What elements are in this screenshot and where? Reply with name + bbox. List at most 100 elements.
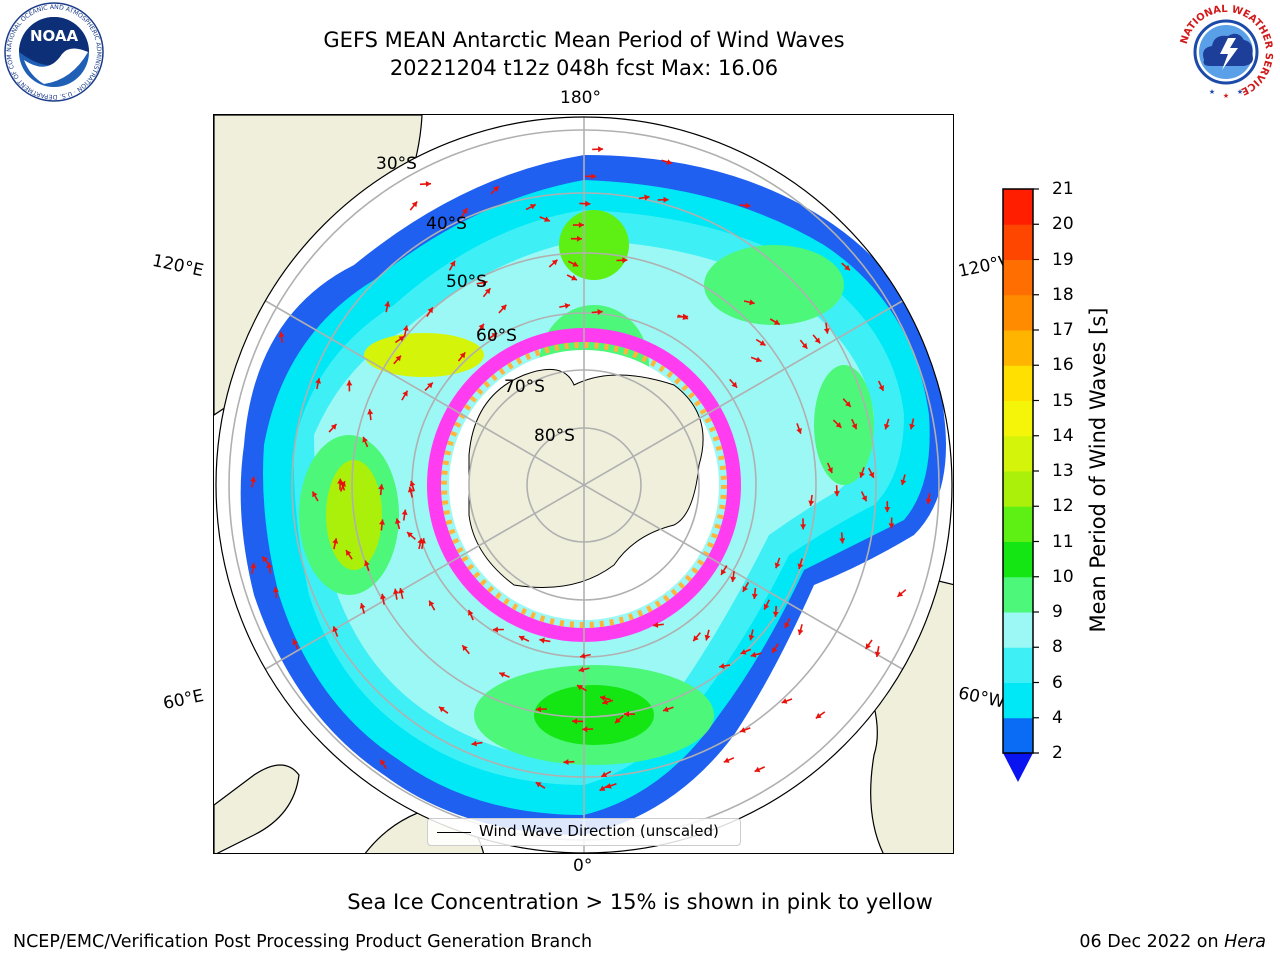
wave-direction-arrow: [600, 770, 612, 778]
colorbar-segment: [1003, 400, 1033, 437]
colorbar-segment: [1003, 612, 1033, 648]
wave-direction-arrow: [476, 323, 485, 334]
nws-logo: NATIONAL WEATHER SERVICE ★ ★ ★: [1177, 3, 1275, 101]
colorbar-segment: [1003, 189, 1033, 225]
wave-direction-arrow: [623, 711, 636, 718]
wave-direction-arrow: [311, 491, 319, 502]
wave-direction-arrow: [379, 519, 385, 531]
colorbar-segment: [1003, 647, 1033, 683]
wave-direction-arrow: [602, 699, 614, 705]
wave-direction-arrow: [278, 331, 285, 343]
svg-text:★: ★: [1223, 92, 1229, 100]
colorbar-tick-label: 8: [1052, 637, 1063, 658]
wave-direction-arrow: [859, 467, 865, 478]
lat-label-50s: 50°S: [446, 272, 487, 292]
wave-direction-arrow: [498, 304, 507, 314]
wave-direction-arrow: [567, 260, 579, 267]
wave-direction-arrow: [750, 356, 762, 363]
wave-direction-arrow: [426, 306, 434, 318]
wave-direction-arrow: [743, 299, 755, 306]
wave-direction-arrow: [614, 715, 624, 724]
colorbar-label: Mean Period of Wind Waves [s]: [1086, 307, 1110, 633]
wave-direction-arrow: [572, 222, 584, 228]
wave-direction-arrow: [867, 467, 875, 479]
wave-direction-arrow: [406, 531, 416, 540]
wave-direction-arrow: [364, 560, 370, 572]
wave-direction-arrow: [467, 609, 474, 621]
wave-direction-arrow: [839, 532, 846, 544]
wave-direction-arrow: [482, 287, 492, 298]
wave-direction-arrow: [751, 587, 758, 600]
wave-direction-arrow: [518, 635, 530, 642]
wave-direction-arrow: [742, 581, 750, 593]
wave-direction-arrow: [771, 643, 779, 654]
svg-text:★: ★: [1237, 88, 1243, 96]
wave-direction-arrow: [576, 684, 587, 692]
colorbar-tick-label: 11: [1052, 531, 1074, 552]
graticule: [228, 117, 940, 853]
wave-direction-arrow: [841, 262, 851, 271]
wave-direction-arrow: [419, 181, 432, 187]
wave-direction-arrow: [490, 185, 500, 195]
colorbar-segment: [1003, 471, 1033, 507]
wave-direction-arrow: [797, 558, 804, 570]
wave-direction-arrow: [401, 509, 408, 521]
wave-direction-arrow: [487, 332, 498, 340]
colorbar-segment: [1003, 576, 1033, 613]
colorbar-segment: [1003, 506, 1033, 542]
lat-label-70s: 70°S: [504, 377, 545, 397]
wave-direction-arrow: [424, 382, 434, 391]
wave-direction-arrow: [763, 599, 771, 610]
colorbar-tick-label: 13: [1052, 461, 1074, 481]
wave-direction-arrow: [692, 632, 701, 642]
wave-direction-arrow: [535, 781, 546, 789]
colorbar-segment: [1003, 330, 1033, 366]
colorbar-tick-label: 21: [1052, 179, 1074, 199]
noaa-logo: NATIONAL OCEANIC AND ATMOSPHERIC ADMINIS…: [4, 2, 104, 102]
lat-label-60s: 60°S: [476, 326, 517, 346]
wave-direction-arrow: [888, 517, 895, 529]
colorbar: [1002, 188, 1039, 782]
wave-direction-arrow: [874, 646, 881, 658]
legend-label: Wind Wave Direction (unscaled): [479, 822, 719, 840]
wave-direction-arrow: [720, 565, 728, 576]
wave-direction-arrow: [750, 651, 762, 658]
wave-direction-arrow: [900, 474, 907, 486]
colorbar-segment: [1003, 259, 1033, 296]
footer-date: 06 Dec 2022 on Hera: [1079, 932, 1266, 952]
wave-direction-arrow: [461, 644, 470, 655]
colorbar-tick-label: 12: [1052, 496, 1074, 517]
wave-direction-arrow: [250, 476, 256, 488]
wave-direction-arrow: [877, 380, 885, 392]
wave-direction-arrow: [535, 706, 547, 713]
wave-direction-arrow: [539, 637, 551, 644]
wave-direction-arrow: [346, 380, 353, 392]
wave-direction-arrow: [832, 419, 842, 429]
wave-direction-arrow: [362, 436, 369, 448]
wave-direction-arrow: [704, 629, 711, 641]
wave-direction-arrow: [566, 274, 578, 281]
colorbar-segment: [1003, 294, 1033, 331]
wave-direction-arrow: [332, 626, 339, 637]
wave-direction-arrow: [860, 491, 868, 502]
colorbar-segment: [1003, 224, 1033, 260]
wave-direction-arrow: [401, 390, 409, 401]
wave-direction-arrow: [739, 202, 751, 209]
wave-direction-arrow: [428, 600, 436, 611]
wave-direction-arrow: [815, 711, 826, 719]
wave-direction-arrow: [616, 257, 628, 264]
legend-line-swatch: [437, 832, 471, 833]
wave-direction-arrow: [582, 726, 594, 733]
wave-direction-arrow: [754, 766, 766, 773]
chart-title: GEFS MEAN Antarctic Mean Period of Wind …: [323, 28, 845, 52]
wind-wave-arrows: [250, 146, 932, 792]
wave-direction-arrow: [476, 279, 488, 286]
antarctica: [468, 368, 704, 588]
wave-direction-arrow: [638, 194, 650, 201]
footer-credit: NCEP/EMC/Verification Post Processing Pr…: [13, 932, 593, 952]
wave-direction-arrow: [599, 695, 611, 702]
colorbar-tick-label: 15: [1052, 390, 1074, 411]
wave-direction-arrow: [378, 484, 385, 496]
colorbar-segment: [1003, 682, 1033, 719]
colorbar-tick-label: 14: [1052, 425, 1074, 446]
